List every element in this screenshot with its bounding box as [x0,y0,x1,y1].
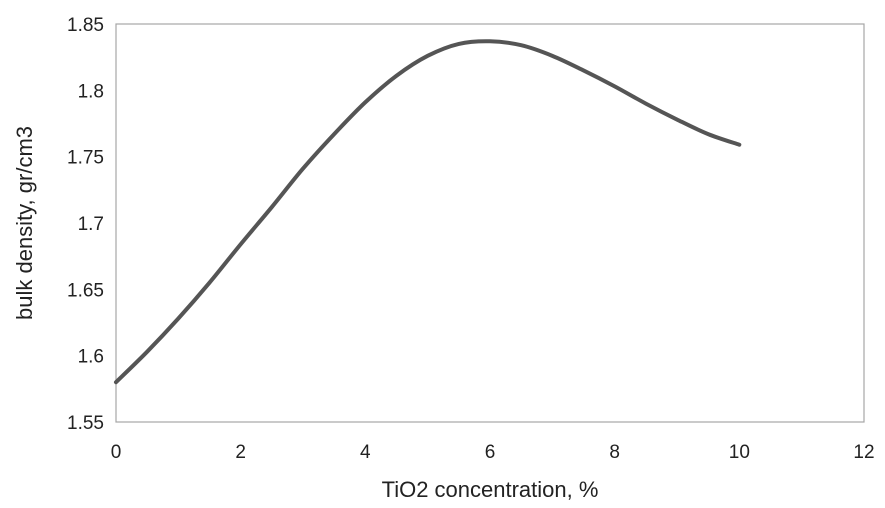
y-tick-label: 1.85 [67,15,104,36]
y-tick-label: 1.7 [78,214,104,235]
x-tick-label: 6 [485,442,496,463]
x-tick-label: 0 [111,442,122,463]
x-tick-label: 4 [360,442,371,463]
y-tick-label: 1.65 [67,280,104,301]
x-tick-label: 12 [853,442,874,463]
y-tick-label: 1.8 [78,81,104,102]
y-tick-label: 1.75 [67,148,104,169]
y-tick-label: 1.55 [67,413,104,434]
x-axis-ticks: 0 2 4 6 8 10 12 [111,442,875,463]
x-tick-label: 10 [729,442,750,463]
plot-area [115,23,865,423]
y-axis-ticks: 1.85 1.8 1.75 1.7 1.65 1.6 1.55 [67,15,104,434]
x-tick-label: 8 [609,442,620,463]
y-axis-title: bulk density, gr/cm3 [12,126,37,320]
series-line [114,39,742,385]
x-tick-label: 2 [235,442,246,463]
x-axis-title: TiO2 concentration, % [382,477,599,502]
y-tick-label: 1.6 [78,347,104,368]
